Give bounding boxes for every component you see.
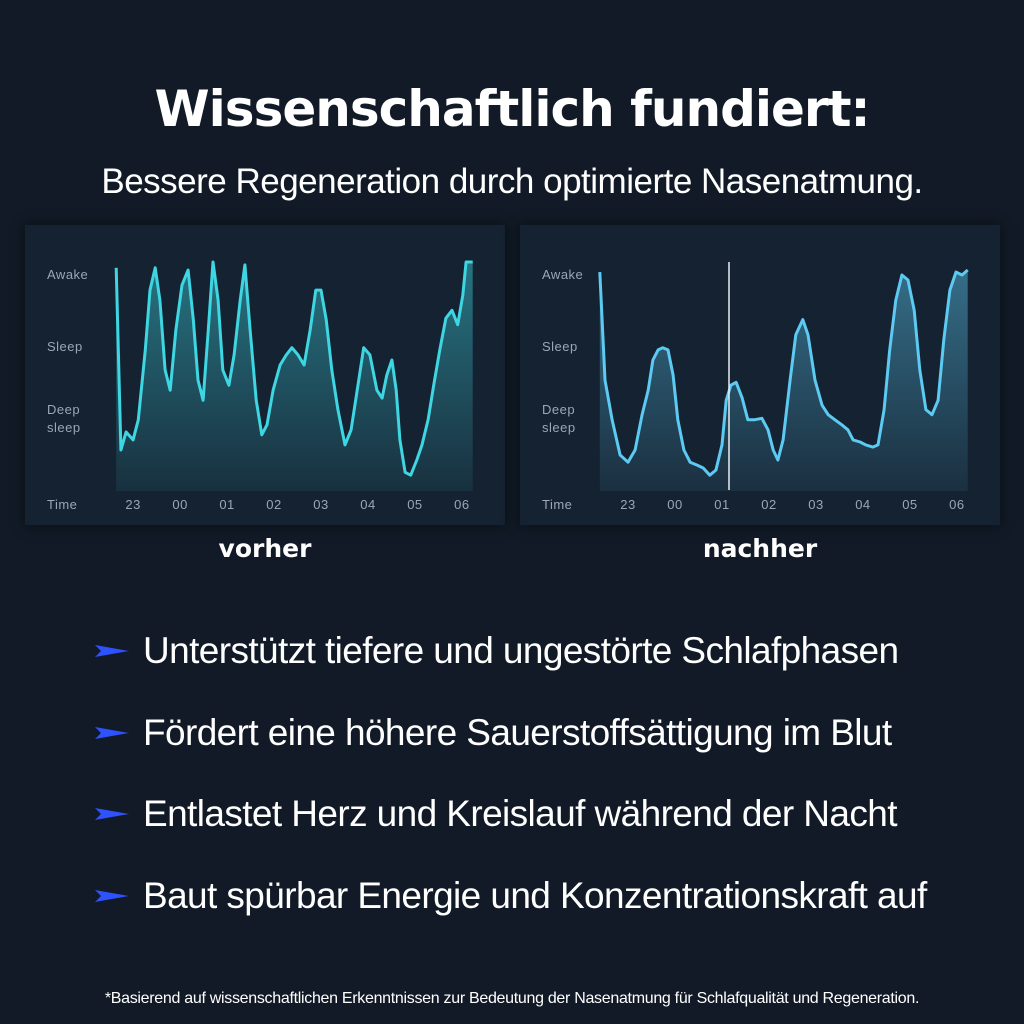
bullet-arrow xyxy=(95,645,129,657)
x-tick-label: 01 xyxy=(714,497,730,512)
bullet-text: Unterstützt tiefere und ungestörte Schla… xyxy=(143,630,899,671)
area xyxy=(116,262,473,491)
chart-caption: nachher xyxy=(702,534,818,563)
x-tick-label: 03 xyxy=(313,497,329,512)
bullet-arrow xyxy=(95,808,129,820)
chart xyxy=(114,260,473,491)
bullet-text: Entlastet Herz und Kreislauf während der… xyxy=(143,793,898,834)
arrow-shape xyxy=(95,808,129,820)
chart-caption: vorher xyxy=(218,534,312,563)
bullet-arrow xyxy=(95,726,129,739)
x-tick-label: 23 xyxy=(620,497,636,512)
x-tick-label: 00 xyxy=(172,497,188,512)
bullet: Unterstützt tiefere und ungestörte Schla… xyxy=(95,626,899,676)
bullet-arrow xyxy=(95,889,129,902)
bullet-text: Fördert eine höhere Sauerstoffsättigung … xyxy=(143,711,892,753)
x-tick-label: 05 xyxy=(902,497,918,512)
x-tick-label: 05 xyxy=(407,497,423,512)
x-tick-label: 02 xyxy=(761,497,777,512)
chart-panel: Awake Sleep Deep sleep 23 00 01 02 03 04 05 06 Time xyxy=(520,225,1000,525)
y-tick-label: Deep sleep xyxy=(47,402,81,435)
bullet: Fördert eine höhere Sauerstoffsättigung … xyxy=(95,708,892,758)
line xyxy=(598,268,969,477)
x-tick-label: 23 xyxy=(125,497,141,512)
title: Wissenschaftlich fundiert: xyxy=(154,80,871,138)
x-tick-label: 03 xyxy=(808,497,824,512)
x-tick-label: 02 xyxy=(266,497,282,512)
x-axis-label: Time xyxy=(542,497,573,512)
bullet: Baut spürbar Energie und Konzentrationsk… xyxy=(95,871,927,921)
chart-panel: Awake Sleep Deep sleep 23 00 01 02 03 04 05 06 Time xyxy=(25,225,505,525)
arrow-shape xyxy=(95,889,129,902)
x-tick-label: 04 xyxy=(855,497,871,512)
x-tick-label: 00 xyxy=(667,497,683,512)
x-tick-label: 04 xyxy=(360,497,376,512)
y-tick-label: Awake xyxy=(47,267,89,282)
line xyxy=(114,260,473,477)
bullet: Entlastet Herz und Kreislauf während der… xyxy=(95,789,898,839)
x-axis-label: Time xyxy=(47,497,78,512)
x-tick-label: 06 xyxy=(454,497,470,512)
bullet-text: Baut spürbar Energie und Konzentrationsk… xyxy=(143,874,927,916)
x-tick-label: 06 xyxy=(949,497,965,512)
footnote: *Basierend auf wissenschaftlichen Erkenn… xyxy=(104,990,920,1007)
chart xyxy=(598,262,969,491)
y-tick-label: Sleep xyxy=(47,339,83,354)
subtitle: Bessere Regeneration durch optimierte Na… xyxy=(101,162,923,201)
y-tick-label: Sleep xyxy=(542,339,578,354)
arrow-shape xyxy=(95,726,129,739)
arrow-shape xyxy=(95,645,129,657)
y-tick-label: Awake xyxy=(542,267,584,282)
x-tick-label: 01 xyxy=(219,497,235,512)
y-tick-label: Deep sleep xyxy=(542,402,576,435)
